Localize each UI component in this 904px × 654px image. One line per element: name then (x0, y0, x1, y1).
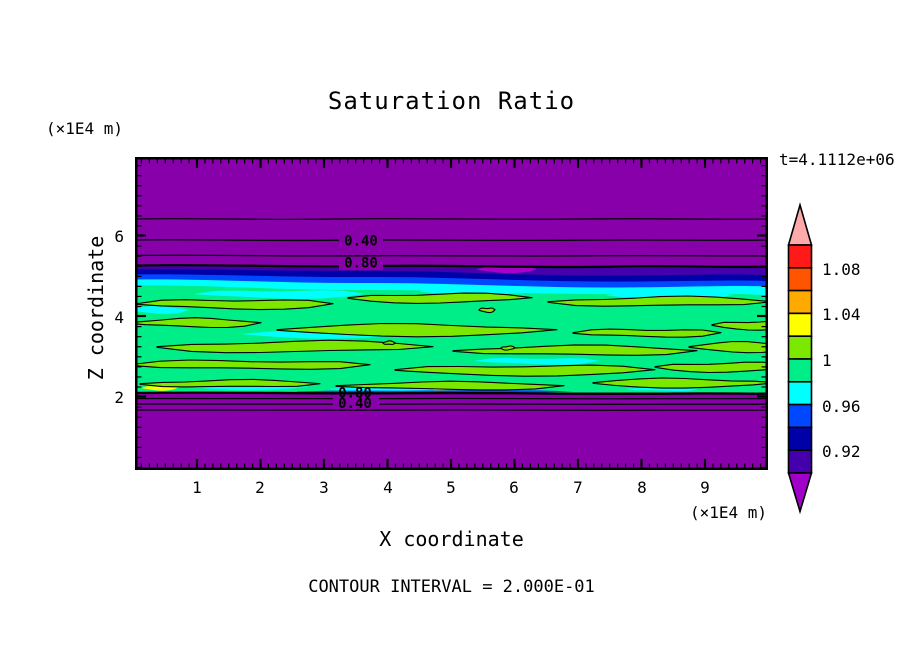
x-axis-tick-label: 3 (319, 478, 329, 497)
contour-lens-blob (135, 359, 371, 370)
contour-line (135, 239, 768, 242)
x-axis-tick-label: 6 (509, 478, 519, 497)
contour-lens-blob (382, 340, 396, 345)
colorbar-segment (787, 381, 813, 406)
colorbar-segment (787, 426, 813, 451)
x-axis-tick-label: 1 (192, 478, 202, 497)
contour-line-label: 0.80 (338, 386, 372, 402)
lower-purple-region (135, 394, 768, 470)
contour-line (135, 254, 768, 257)
plot-frame-group (135, 157, 768, 470)
plot-fill-layers (135, 157, 768, 470)
colorbar-segment (787, 312, 813, 338)
colorbar-segment (787, 358, 813, 383)
colorbar-segment (787, 403, 813, 429)
colorbar-arrow-top (787, 202, 813, 246)
contour-lens-blob (478, 307, 496, 314)
contour-lens-blob (335, 380, 565, 391)
fill-patch-blob (475, 357, 599, 365)
colorbar-segment (787, 267, 813, 292)
x-axis-tick-label: 7 (573, 478, 583, 497)
z-axis-tick-label: 2 (114, 388, 124, 407)
contour-lens-blob (500, 345, 516, 351)
contour-line-label: 0.40 (344, 234, 378, 250)
colorbar-tick-label: 0.96 (822, 397, 861, 416)
contour-lens-blob (347, 292, 533, 304)
contour-lens-blob (156, 339, 434, 354)
contour-line-label: 0.80 (344, 256, 378, 272)
x-axis-label: X coordinate (379, 527, 524, 551)
x-axis-tick-label: 4 (383, 478, 393, 497)
contour-interval-note: CONTOUR INTERVAL = 2.000E-01 (308, 577, 595, 597)
fill-patch-blob (477, 266, 537, 274)
contour-line (135, 403, 768, 405)
colorbar (787, 202, 813, 515)
colorbar-arrow-bottom (787, 472, 813, 515)
contour-lens-blob (572, 328, 722, 338)
contour-label-bg (339, 257, 383, 270)
contour-lens-blob (139, 378, 321, 388)
z-axis-unit-label: (×1E4 m) (46, 119, 124, 138)
contour-lens-blob (711, 320, 768, 331)
contour-line (135, 391, 768, 395)
contour-plot: 0.400.800.800.40 (135, 157, 768, 470)
x-axis-tick-label: 8 (637, 478, 647, 497)
colorbar-tick-label: 1 (822, 351, 832, 370)
contour-line-labels: 0.400.800.800.40 (338, 234, 378, 413)
contour-label-bg (339, 234, 383, 247)
colorbar-tick-label: 1.04 (822, 305, 861, 324)
contour-line-label: 0.40 (338, 396, 372, 412)
x-axis-tick-label: 2 (255, 478, 265, 497)
colorbar-tick-label: 1.08 (822, 260, 861, 279)
fill-patch-blob (195, 290, 365, 299)
z-axis-tick-label: 4 (114, 308, 124, 327)
contour-lens-blob (547, 295, 768, 307)
contour-label-bg (333, 395, 379, 409)
x-axis-unit-label: (×1E4 m) (690, 503, 768, 522)
contour-line (135, 397, 768, 400)
fill-patch-blob (135, 305, 189, 314)
contour-lens-blob (394, 364, 656, 377)
colorbar-shapes (787, 202, 813, 515)
x-axis-tick-label: 5 (446, 478, 456, 497)
colorbar-segment (787, 244, 813, 269)
colorbar-segment (787, 335, 813, 360)
contour-lens-blob (654, 361, 768, 374)
contour-line (135, 218, 768, 220)
page-title: Saturation Ratio (327, 87, 576, 115)
fill-patch-blob (710, 288, 768, 296)
time-label: t=4.1112e+06 (779, 150, 895, 169)
z-axis-tick-label: 6 (114, 227, 124, 246)
contour-lens-blob (452, 344, 698, 356)
colorbar-segment (787, 449, 813, 474)
x-axis-tick-label: 9 (700, 478, 710, 497)
colorbar-segment (787, 289, 813, 315)
contour-lens-blob (688, 340, 768, 354)
contour-line (135, 409, 768, 411)
contour-line (135, 264, 768, 269)
colorbar-tick-label: 0.92 (822, 442, 861, 461)
contour-lens-blob (135, 317, 262, 329)
plot-frame (135, 157, 768, 470)
contour-lens-blob (136, 299, 334, 311)
contour-label-backgrounds (333, 234, 383, 409)
contour-lens-blob (276, 322, 558, 338)
